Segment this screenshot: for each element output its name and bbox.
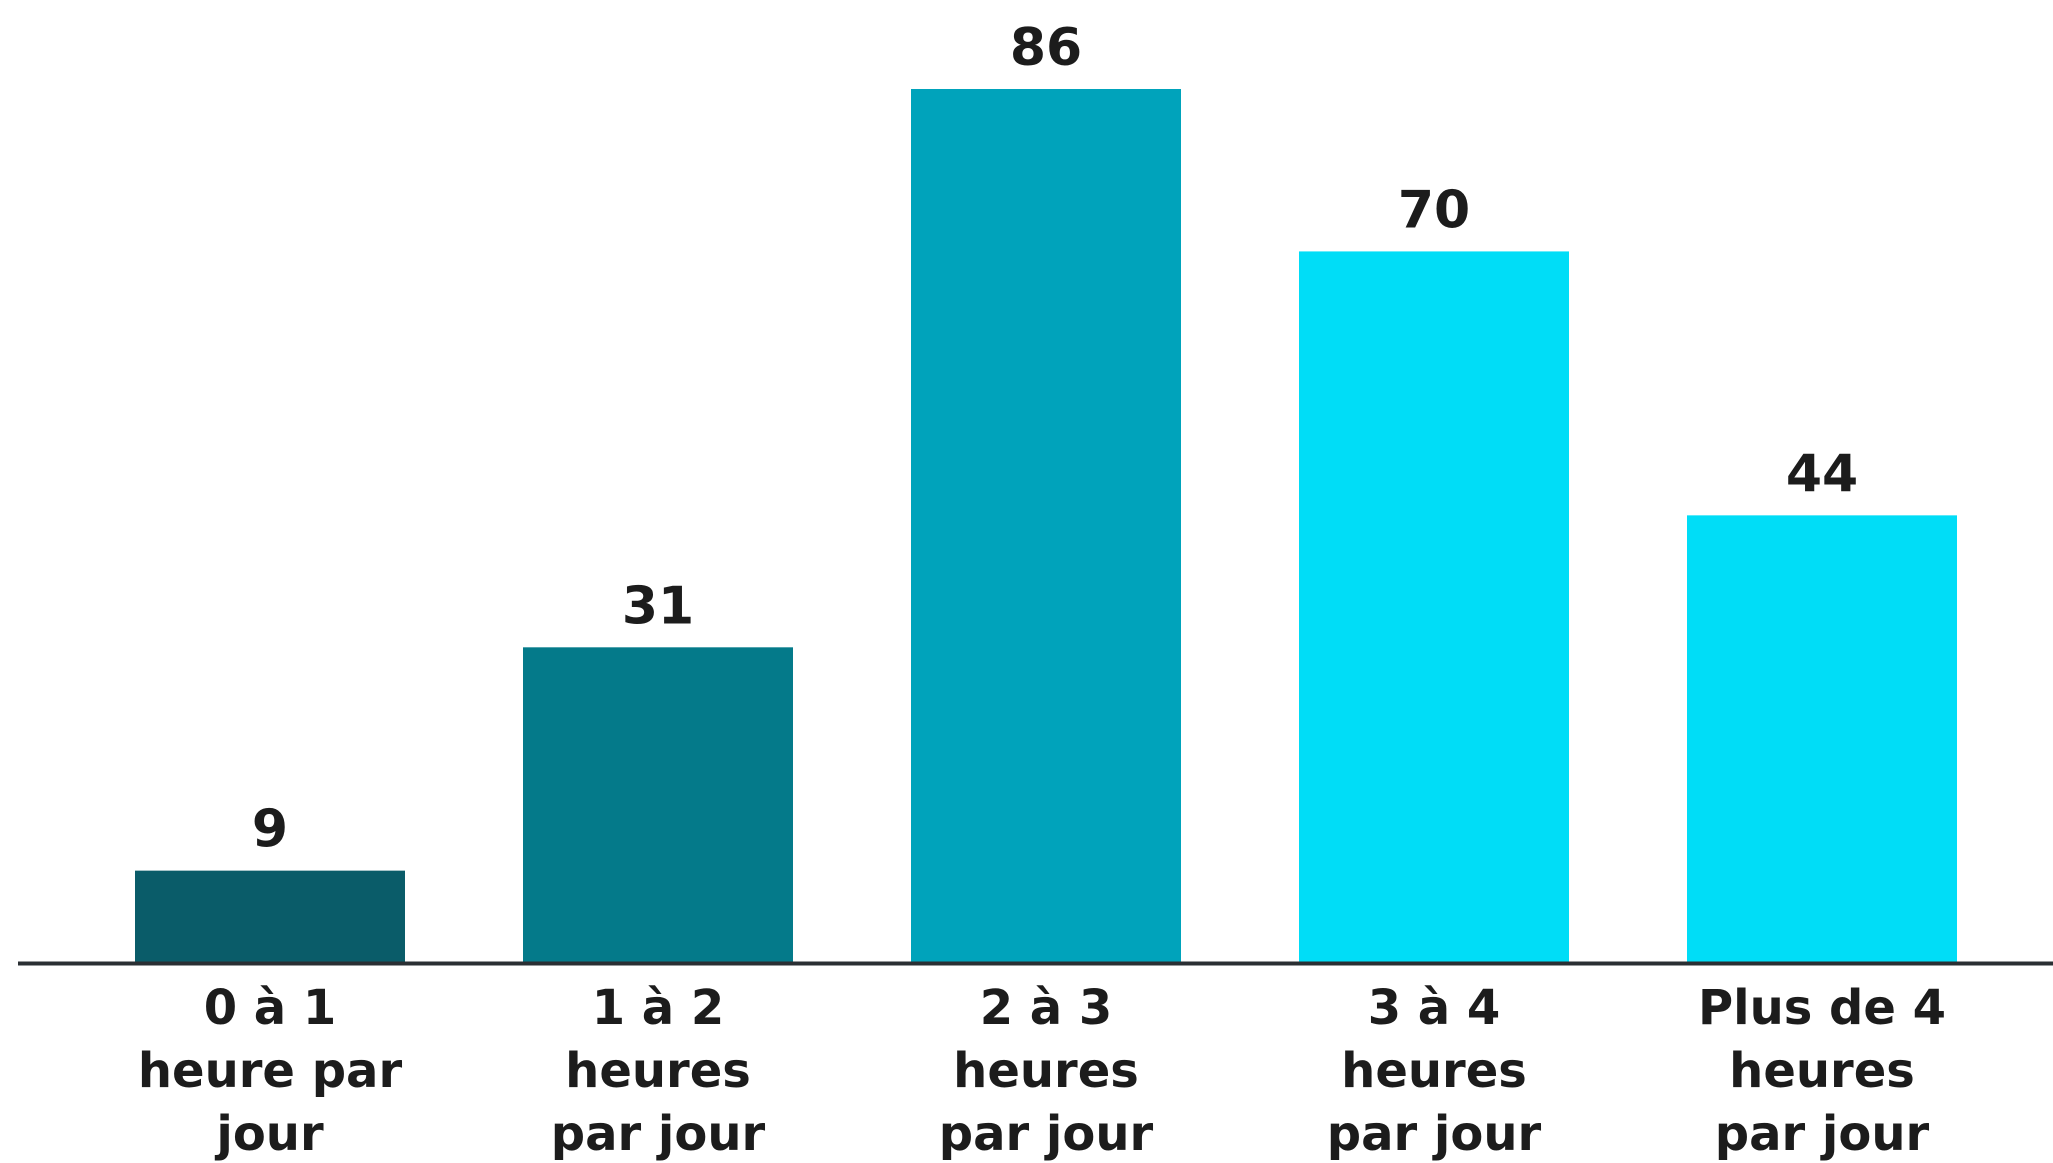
category-label-line: jour bbox=[214, 1106, 324, 1162]
bar-3 bbox=[1299, 251, 1569, 963]
category-label-1: 1 à 2 heures par jour bbox=[551, 980, 766, 1162]
bar-value-label-1: 31 bbox=[622, 576, 694, 636]
category-label-4: Plus de 4 heures par jour bbox=[1698, 980, 1946, 1162]
category-label-line: heures bbox=[565, 1043, 751, 1099]
bar-2 bbox=[911, 89, 1181, 962]
bar-value-label-2: 86 bbox=[1010, 18, 1082, 78]
category-label-line: heures bbox=[1341, 1043, 1527, 1099]
category-label-line: heures bbox=[1729, 1043, 1915, 1099]
bars-group bbox=[135, 89, 1957, 963]
category-label-line: par jour bbox=[1327, 1106, 1542, 1162]
bar-4 bbox=[1687, 515, 1957, 962]
category-label-line: par jour bbox=[1715, 1106, 1930, 1162]
category-label-line: 0 à 1 bbox=[204, 980, 337, 1036]
category-label-2: 2 à 3 heures par jour bbox=[939, 980, 1154, 1162]
bar-1 bbox=[523, 647, 793, 962]
category-label-line: Plus de 4 bbox=[1698, 980, 1946, 1036]
category-label-line: 1 à 2 bbox=[592, 980, 725, 1036]
category-label-line: par jour bbox=[939, 1106, 1154, 1162]
category-label-line: 3 à 4 bbox=[1368, 980, 1501, 1036]
category-label-line: heures bbox=[953, 1043, 1139, 1099]
category-label-line: heure par bbox=[138, 1043, 403, 1099]
bar-0 bbox=[135, 870, 405, 962]
bar-value-label-0: 9 bbox=[252, 800, 288, 860]
category-label-0: 0 à 1 heure par jour bbox=[138, 980, 403, 1162]
category-label-line: 2 à 3 bbox=[980, 980, 1113, 1036]
value-labels-group: 9 31 86 70 44 bbox=[252, 18, 1858, 860]
bar-value-label-4: 44 bbox=[1786, 444, 1858, 504]
category-label-3: 3 à 4 heures par jour bbox=[1327, 980, 1542, 1162]
category-label-line: par jour bbox=[551, 1106, 766, 1162]
bar-value-label-3: 70 bbox=[1398, 180, 1470, 240]
